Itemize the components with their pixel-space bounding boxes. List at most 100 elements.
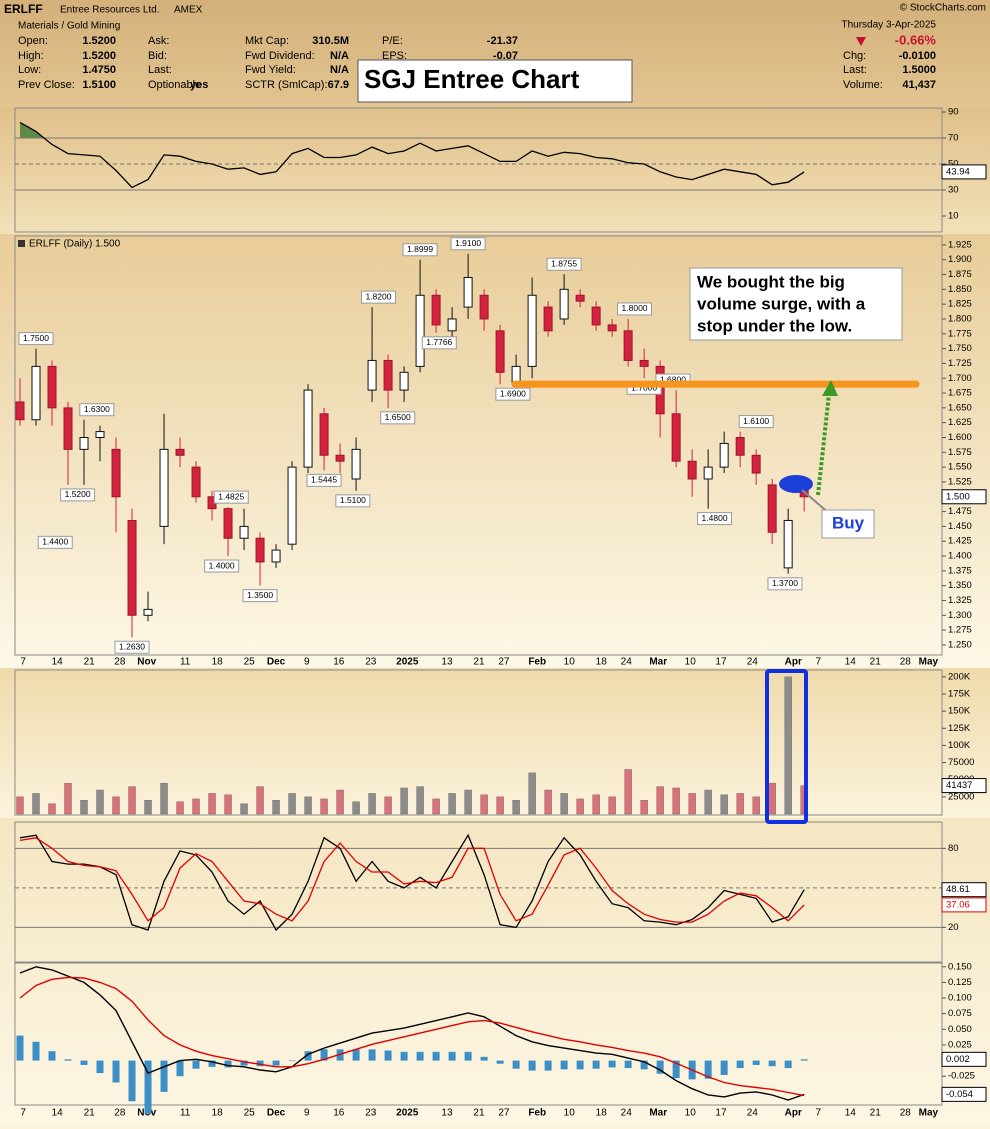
y-tick-label: 1.750 [948, 343, 972, 354]
candle-body [463, 276, 473, 308]
macd-histogram-bar [736, 1060, 744, 1069]
candle-body [575, 294, 585, 302]
last-macd-box [941, 1086, 987, 1102]
field-value: N/A [330, 64, 349, 76]
change-pct: -0.66% [895, 32, 937, 47]
price-label-box [114, 640, 150, 654]
macd-histogram-bar [128, 1060, 136, 1102]
price-label-box [335, 494, 371, 508]
candle-body [719, 442, 729, 468]
macd-histogram-bar [752, 1060, 760, 1065]
volume-bar [608, 796, 616, 815]
price-label: 1.6500 [385, 412, 411, 422]
volume-bar [784, 676, 792, 815]
candle-body [399, 371, 409, 391]
field-value: 1.4750 [82, 64, 116, 76]
macd-histogram-bar [608, 1060, 616, 1068]
price-label: 1.6100 [743, 416, 769, 426]
target-arrow-head [822, 380, 838, 396]
price-label-box [402, 243, 438, 257]
price-label-box [306, 473, 342, 487]
y-tick-label: 0.125 [948, 977, 972, 988]
y-tick-label: 1.300 [948, 610, 972, 621]
y-tick-label: 1.600 [948, 432, 972, 443]
y-tick-label: 10 [948, 211, 959, 222]
candle-body [175, 448, 185, 456]
y-tick-label: 75000 [948, 757, 974, 768]
macd-histogram-bar [192, 1060, 200, 1069]
price-label-box [450, 237, 486, 251]
candle-body [735, 436, 745, 456]
x-tick-label: 10 [564, 657, 576, 668]
x-tick-label: 24 [747, 1108, 759, 1119]
y-tick-label: 1.850 [948, 284, 972, 295]
annotation-line: volume surge, with a [697, 294, 866, 313]
macd-histogram-bar [368, 1049, 376, 1061]
macd-histogram-bar [800, 1059, 808, 1061]
x-tick-label: 9 [304, 1108, 310, 1119]
buy-label: Buy [832, 513, 865, 532]
symbol-icon [18, 240, 25, 247]
chart-title: SGJ Entree Chart [364, 64, 580, 94]
macd-histogram-bar [144, 1060, 152, 1114]
field-value: -21.37 [487, 35, 518, 47]
candle-body [479, 294, 489, 320]
volume-bar [768, 782, 776, 815]
price-label-box [242, 589, 278, 603]
y-tick-label: 1.275 [948, 625, 972, 636]
field-value: 310.5M [312, 35, 349, 47]
volume-bar [752, 796, 760, 815]
y-tick-label: 1.900 [948, 254, 972, 265]
title-box [357, 59, 633, 103]
price-label: 1.9100 [455, 238, 481, 248]
y-tick-label: 100K [948, 740, 971, 751]
last-macd: -0.054 [946, 1089, 973, 1100]
candle-body [319, 413, 329, 456]
x-tick-label: 13 [441, 1108, 453, 1119]
candle-body [239, 525, 249, 539]
field-label: SCTR (SmlCap): [245, 79, 328, 91]
candle-body [223, 508, 233, 539]
symbol: ERLFF [4, 2, 43, 16]
y-tick-label: 1.625 [948, 417, 972, 428]
macd-histogram-bar [768, 1060, 776, 1067]
y-tick-label: 1.875 [948, 269, 972, 280]
price-label-box [767, 577, 803, 591]
x-tick-label: 24 [621, 657, 633, 668]
macd-histogram-bar [672, 1060, 680, 1079]
price-label: 1.5100 [340, 495, 366, 505]
candle-body [495, 330, 505, 373]
candle-body [63, 407, 73, 450]
down-arrow [856, 37, 866, 46]
x-tick-label: 16 [333, 1108, 345, 1119]
y-tick-label: 0.075 [948, 1008, 972, 1019]
x-tick-label: 28 [900, 1108, 912, 1119]
y-tick-label: 1.775 [948, 328, 972, 339]
x-tick-label: 21 [84, 1108, 96, 1119]
x-tick-label: 21 [870, 1108, 882, 1119]
candle-body [127, 519, 137, 616]
volume-bar [672, 787, 680, 815]
price-label-box [204, 559, 240, 573]
price-label: 1.8999 [407, 244, 433, 254]
field-label: Low: [18, 64, 41, 76]
x-tick-label: Apr [785, 657, 802, 668]
price-label-box [738, 415, 774, 429]
x-tick-label: Dec [267, 657, 286, 668]
y-tick-label: 50 [948, 159, 959, 170]
volume-bar [400, 787, 408, 815]
candle-body [527, 294, 537, 367]
candle-body [431, 294, 441, 326]
x-tick-label: 25 [244, 1108, 256, 1119]
macd-histogram-bar [480, 1056, 488, 1061]
x-tick-label: 7 [20, 657, 26, 668]
target-arrow [816, 393, 831, 496]
y-tick-label: 1.325 [948, 595, 972, 606]
volume-highlight [765, 669, 808, 824]
price-label: 1.2630 [119, 641, 145, 651]
volume-bar [384, 796, 392, 815]
volume-bar [736, 793, 744, 815]
volume-bar [432, 798, 440, 815]
macd-histogram-bar [720, 1060, 728, 1075]
